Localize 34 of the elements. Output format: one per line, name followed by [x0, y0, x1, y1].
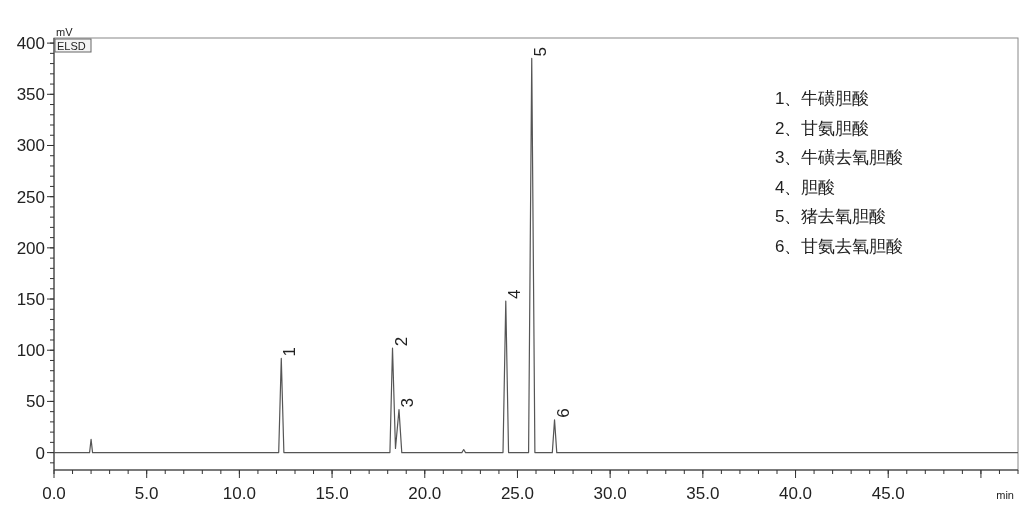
- annotation: 6: [553, 408, 573, 418]
- annotation: 5、猪去氧胆酸: [775, 207, 887, 226]
- annotation: 3: [398, 398, 417, 408]
- annotation: 1: [280, 346, 300, 357]
- y-tick-label: 0: [35, 443, 45, 463]
- y-tick-label: 400: [16, 34, 45, 54]
- annotation: 3、牛磺去氧胆酸: [775, 148, 904, 167]
- x-tick-label: 40.0: [778, 484, 813, 503]
- x-tick-label: 20.0: [408, 484, 442, 503]
- x-tick-label: 25.0: [500, 484, 535, 503]
- x-tick-label: 5.0: [134, 484, 159, 503]
- x-tick-label: 30.0: [593, 484, 627, 503]
- x-tick-label: 35.0: [686, 484, 720, 503]
- annotation: 1、牛磺胆酸: [775, 89, 870, 108]
- annotation: ELSD: [57, 40, 86, 52]
- y-tick-label: 300: [16, 136, 45, 156]
- annotation: 2、甘氨胆酸: [775, 118, 870, 138]
- annotation: 4: [504, 289, 524, 300]
- y-tick-label: 150: [16, 290, 45, 310]
- x-tick-label: 0.0: [42, 484, 66, 503]
- x-tick-label: 10.0: [222, 484, 256, 503]
- x-axis-title: min: [996, 489, 1014, 501]
- x-tick-label: 15.0: [315, 484, 349, 503]
- y-tick-label: 200: [16, 238, 45, 258]
- y-tick-label: 100: [16, 341, 45, 361]
- annotation: 4、胆酸: [775, 177, 836, 197]
- y-axis-title: mV: [56, 26, 74, 38]
- annotation: 6、甘氨去氧胆酸: [775, 236, 904, 256]
- y-tick-label: 50: [26, 392, 45, 412]
- annotation: 2: [391, 336, 411, 347]
- x-tick-label: 45.0: [871, 484, 905, 503]
- y-tick-label: 350: [16, 85, 45, 105]
- annotation: 5: [530, 47, 550, 57]
- y-tick-label: 250: [16, 187, 45, 207]
